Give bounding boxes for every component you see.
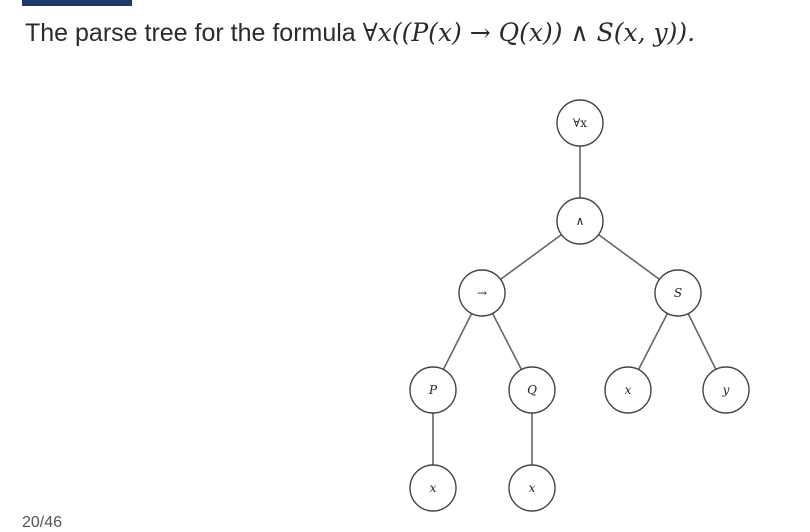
node-label: x: [529, 481, 536, 495]
node-label: Q: [527, 383, 537, 397]
tree-node-forall: ∀x: [556, 99, 604, 147]
node-label: x: [430, 481, 437, 495]
tree-node-x_S: x: [604, 366, 652, 414]
tree-node-S: S: [654, 269, 702, 317]
title-formula: ∀x((P(x) → Q(x)) ∧ S(x, y)).: [362, 18, 696, 47]
node-circle: [409, 366, 457, 414]
node-circle: [508, 464, 556, 512]
node-circle: [458, 269, 506, 317]
tree-node-implies: →: [458, 269, 506, 317]
node-circle: [409, 464, 457, 512]
node-circle: [508, 366, 556, 414]
node-label: P: [428, 383, 438, 397]
tree-node-y: y: [702, 366, 750, 414]
tree-node-x_P: x: [409, 464, 457, 512]
node-circle: [654, 269, 702, 317]
tree-node-Q: Q: [508, 366, 556, 414]
top-accent-bar: [22, 0, 132, 6]
tree-node-P: P: [409, 366, 457, 414]
node-circle: [604, 366, 652, 414]
node-circle: [702, 366, 750, 414]
title-text: The parse tree for the formula: [25, 19, 363, 47]
tree-node-and: ∧: [556, 197, 604, 245]
node-label: x: [625, 383, 632, 397]
slide-title: The parse tree for the formula ∀x((P(x) …: [25, 18, 695, 48]
tree-node-x_Q: x: [508, 464, 556, 512]
page-number: 20/46: [22, 514, 63, 531]
node-circle: [556, 99, 604, 147]
node-label: S: [674, 286, 682, 300]
node-circle: [556, 197, 604, 245]
node-label: ∀x: [573, 116, 587, 130]
node-label: →: [477, 286, 487, 300]
node-label: ∧: [576, 214, 585, 228]
node-label: y: [722, 383, 730, 397]
